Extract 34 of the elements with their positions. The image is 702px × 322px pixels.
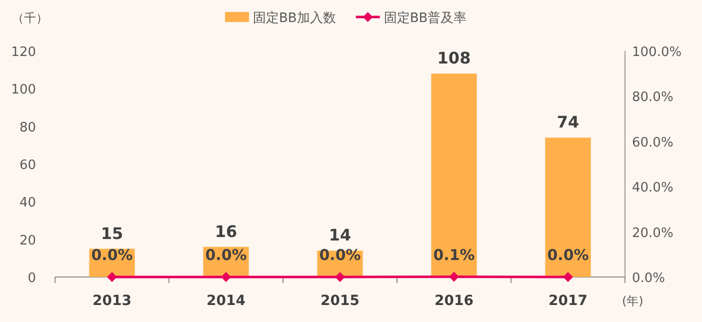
y-tick-label: 40 (19, 196, 36, 211)
y-tick-label: 0 (28, 271, 36, 286)
data-label: 16 (214, 222, 238, 241)
y2-tick-label: 60.0% (632, 135, 674, 150)
y-tick-label: 60 (19, 158, 36, 173)
data-label: 0.0% (547, 246, 589, 264)
y-tick-label: 80 (19, 120, 36, 136)
data-label: 0.0% (319, 246, 361, 264)
legend-label: 固定BB普及率 (384, 10, 467, 26)
y2-tick-label: 40.0% (632, 180, 674, 196)
x-tick-label: 2014 (206, 293, 246, 309)
legend-label: 固定BB加入数 (253, 11, 336, 26)
x-tick-label: 2015 (320, 293, 360, 309)
y2-tick-label: 100.0% (632, 45, 682, 60)
data-label: 74 (556, 112, 580, 132)
bar (545, 138, 591, 277)
data-label: 15 (100, 224, 124, 243)
y-tick-label: 100 (11, 82, 36, 98)
data-label: 0.1% (433, 246, 475, 264)
y-axis-title: （千） (12, 11, 48, 25)
bar (431, 74, 477, 277)
y-tick-label: 20 (19, 233, 36, 248)
data-label: 0.0% (91, 246, 133, 264)
x-tick-label: 2016 (434, 293, 474, 309)
y-tick-label: 120 (11, 45, 36, 60)
y2-tick-label: 80.0% (632, 90, 674, 106)
data-label: 14 (328, 226, 352, 245)
y2-tick-label: 0.0% (632, 271, 666, 286)
data-label: 0.0% (205, 246, 247, 264)
x-axis-title: (年) (622, 294, 644, 308)
data-label: 108 (437, 48, 471, 68)
x-tick-label: 2017 (548, 293, 588, 309)
y2-tick-label: 20.0% (632, 226, 674, 241)
x-tick-label: 2013 (92, 293, 132, 309)
